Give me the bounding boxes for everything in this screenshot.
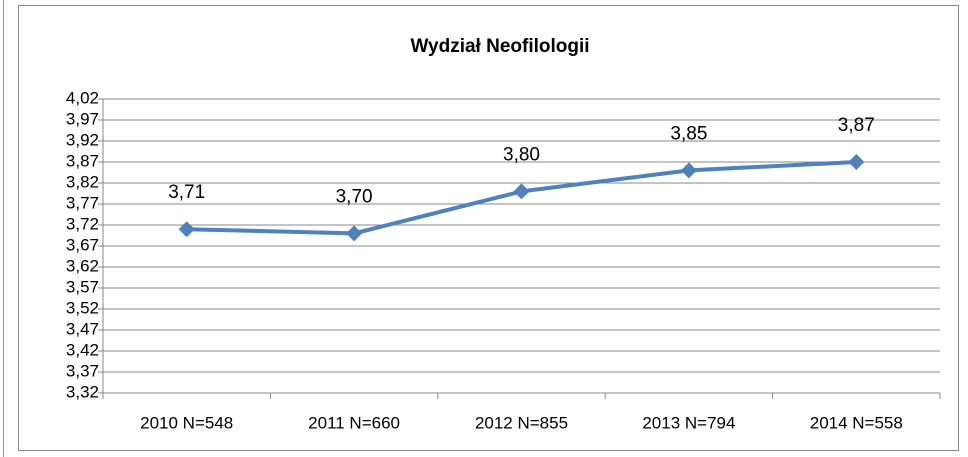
y-tick-label: 3,72 xyxy=(66,214,99,233)
y-tick-label: 3,92 xyxy=(66,130,99,149)
data-label: 3,85 xyxy=(670,123,707,144)
y-tick-label: 3,52 xyxy=(66,298,99,317)
data-marker xyxy=(848,154,865,170)
x-tick-label: 2012 N=855 xyxy=(475,413,568,432)
chart-title: Wydział Neofilologii xyxy=(410,36,589,57)
x-tick-label: 2011 N=660 xyxy=(308,413,400,432)
data-marker xyxy=(178,221,195,238)
y-tick-label: 3,87 xyxy=(66,151,99,170)
y-tick-label: 3,37 xyxy=(66,361,99,380)
y-tick-label: 3,47 xyxy=(66,319,99,338)
y-tick-label: 3,42 xyxy=(66,340,99,359)
y-tick-label: 3,97 xyxy=(66,109,99,128)
y-tick-label: 3,57 xyxy=(66,277,99,296)
y-tick-label: 4,02 xyxy=(66,88,99,107)
data-label: 3,80 xyxy=(503,144,540,165)
chart-border xyxy=(18,5,959,451)
data-label: 3,71 xyxy=(168,182,205,203)
x-tick-label: 2010 N=548 xyxy=(140,413,233,432)
y-tick-label: 3,67 xyxy=(66,235,99,254)
y-tick-label: 3,62 xyxy=(66,256,99,275)
x-tick-label: 2013 N=794 xyxy=(642,413,735,432)
y-tick-label: 3,77 xyxy=(66,193,99,212)
y-tick-label: 3,32 xyxy=(66,382,99,401)
y-tick-label: 3,82 xyxy=(66,172,99,191)
data-label: 3,70 xyxy=(336,186,373,207)
data-marker xyxy=(513,183,530,200)
data-marker xyxy=(680,162,697,179)
data-label: 3,87 xyxy=(838,115,875,136)
x-tick-label: 2014 N=558 xyxy=(810,413,903,432)
data-marker xyxy=(346,225,363,242)
